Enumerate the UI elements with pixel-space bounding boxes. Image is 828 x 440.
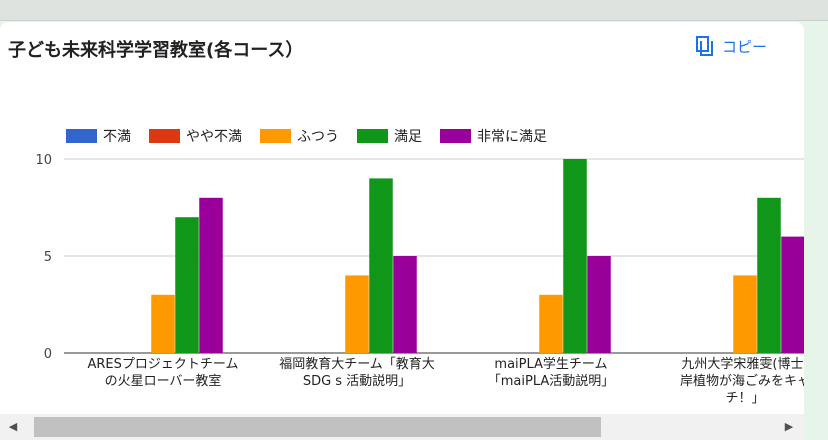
- bar[interactable]: [199, 197, 223, 353]
- bar[interactable]: [345, 275, 369, 353]
- legend-label: ふつう: [297, 129, 339, 145]
- legend-label: やや不満: [186, 129, 242, 145]
- x-tick-label: 福岡教育大チーム「教育大 SDG s 活動説明」: [260, 356, 454, 390]
- x-tick-label-line: ARESプロジェクトチーム: [87, 357, 239, 372]
- x-tick-label-line: SDG s 活動説明」: [302, 374, 412, 389]
- y-tick-label: 10: [35, 153, 52, 168]
- chart-card: 子ども未来科学学習教室(各コース） コピー 不満 やや不満 ふつう 満足 非常に満足 0…: [0, 22, 804, 440]
- legend-item: 非常に満足: [440, 126, 547, 146]
- legend-item: ふつう: [260, 126, 339, 146]
- bar[interactable]: [151, 294, 175, 353]
- legend-swatch: [260, 129, 291, 143]
- scroll-left-arrow-icon[interactable]: ◀: [8, 420, 18, 433]
- legend-swatch: [440, 129, 471, 143]
- legend-swatch: [149, 129, 180, 143]
- scrollbar-thumb[interactable]: [34, 417, 601, 437]
- legend-label: 非常に満足: [477, 129, 547, 145]
- chart-title: 子ども未来科学学習教室(各コース）: [8, 40, 304, 61]
- bar[interactable]: [563, 159, 587, 353]
- x-tick-label-line: チ！」: [725, 391, 765, 406]
- window-top-bar: [0, 0, 828, 21]
- bar[interactable]: [393, 256, 417, 353]
- x-tick-label-line: 「maiPLA活動説明」: [487, 374, 615, 389]
- legend-item: 満足: [357, 126, 422, 146]
- legend-item: 不満: [66, 126, 131, 146]
- legend-label: 満足: [394, 129, 422, 145]
- x-tick-label-line: maiPLA学生チーム: [494, 357, 608, 372]
- x-tick-label-line: の火星ローバー教室: [104, 374, 222, 389]
- bar[interactable]: [369, 178, 393, 353]
- horizontal-scrollbar[interactable]: ◀ ▶: [0, 414, 804, 440]
- legend-item: やや不満: [149, 126, 242, 146]
- bar[interactable]: [781, 236, 804, 353]
- copy-icon: [696, 36, 714, 56]
- bar-chart: 0 5 10: [35, 153, 804, 362]
- x-tick-label-line: 岸植物が海ごみをキャ: [679, 374, 804, 389]
- bar[interactable]: [587, 256, 611, 353]
- x-tick-label: 九州大学宋雅雯(博士) 岸植物が海ごみをキャチ！」: [648, 356, 804, 407]
- bar[interactable]: [733, 275, 757, 353]
- legend-label: 不満: [103, 129, 131, 145]
- x-tick-label: ARESプロジェクトチーム の火星ローバー教室: [66, 356, 260, 390]
- copy-label: コピー: [722, 37, 768, 56]
- y-tick-label: 5: [44, 250, 52, 265]
- scroll-right-arrow-icon[interactable]: ▶: [784, 420, 794, 433]
- copy-button[interactable]: コピー: [690, 30, 773, 62]
- y-tick-label: 0: [44, 347, 52, 362]
- bar[interactable]: [539, 294, 563, 353]
- legend-swatch: [66, 129, 97, 143]
- bar[interactable]: [175, 217, 199, 353]
- legend-swatch: [357, 129, 388, 143]
- bar[interactable]: [757, 197, 781, 353]
- x-tick-label-line: 九州大学宋雅雯(博士): [681, 357, 804, 372]
- chart-legend: 不満 やや不満 ふつう 満足 非常に満足: [66, 126, 547, 146]
- x-tick-label-line: 福岡教育大チーム「教育大: [279, 357, 435, 372]
- x-tick-label: maiPLA学生チーム 「maiPLA活動説明」: [454, 356, 648, 390]
